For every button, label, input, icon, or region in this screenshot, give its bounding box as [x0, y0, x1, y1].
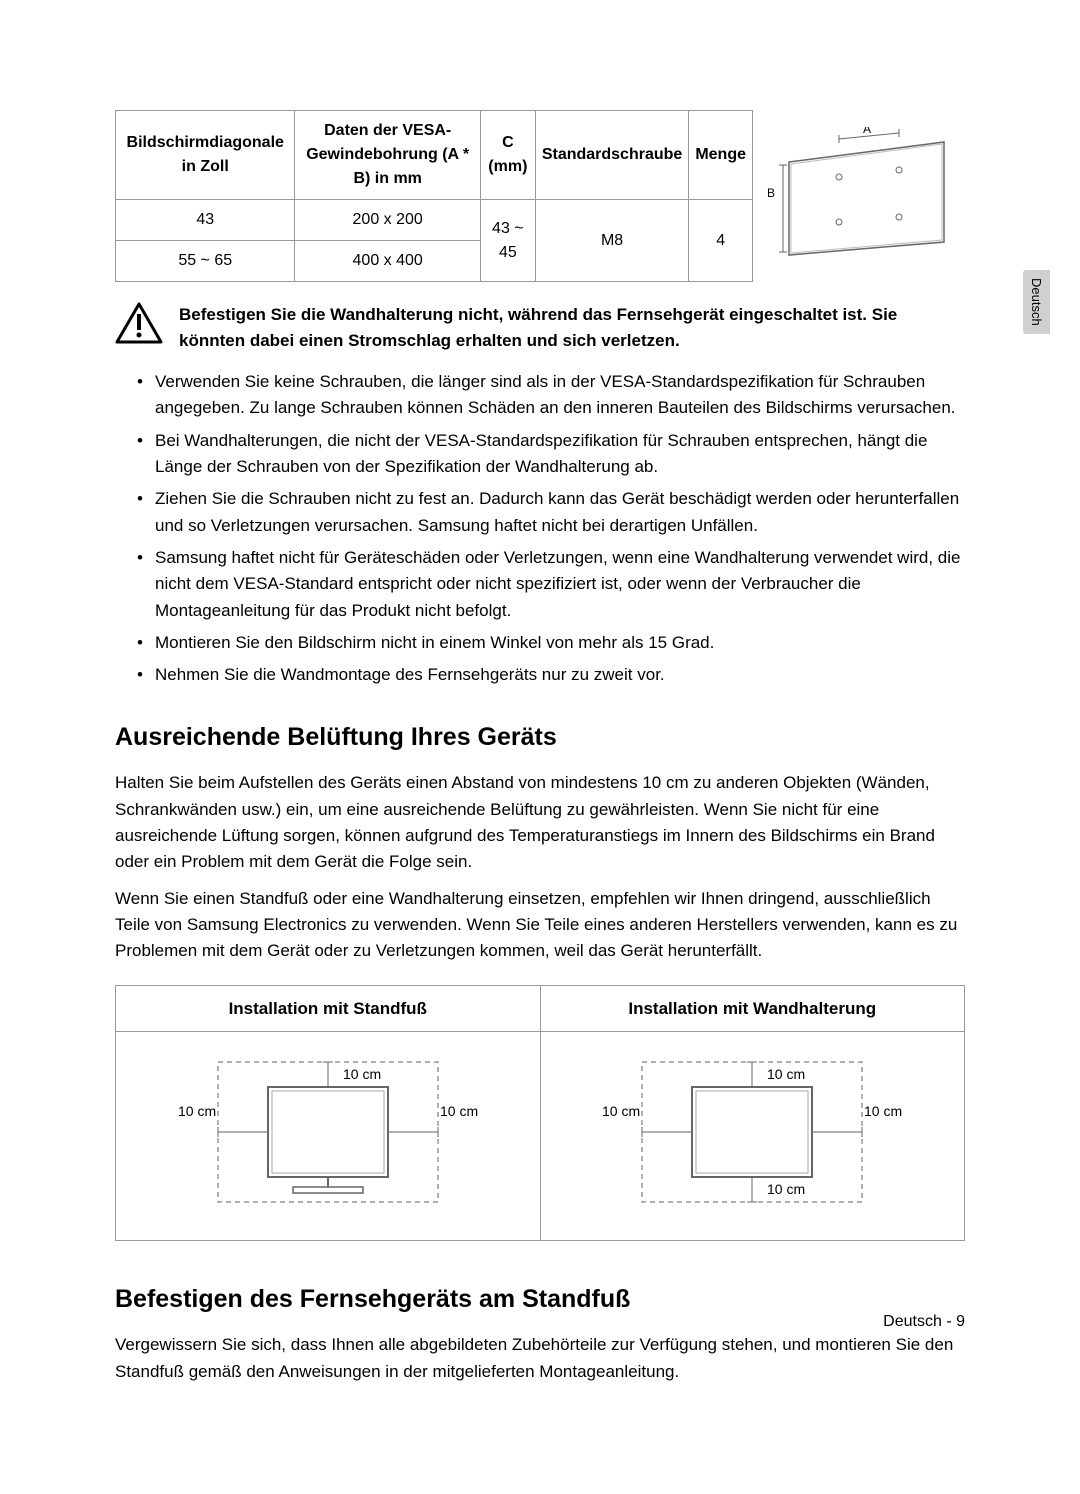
svg-text:10 cm: 10 cm [178, 1103, 216, 1119]
th-vesa: Daten der VESA-Gewindebohrung (A * B) in… [295, 111, 480, 200]
td-qty: 4 [689, 200, 753, 282]
list-item: Montieren Sie den Bildschirm nicht in ei… [137, 630, 965, 656]
footer-page: 9 [956, 1313, 965, 1330]
svg-text:10 cm: 10 cm [864, 1103, 902, 1119]
svg-text:10 cm: 10 cm [440, 1103, 478, 1119]
td-diag-0: 43 [116, 200, 295, 241]
footer-lang: Deutsch [883, 1313, 942, 1330]
language-tab: Deutsch [1023, 270, 1051, 334]
vesa-diagram-cell: A B [753, 111, 966, 282]
td-vesa-1: 400 x 400 [295, 241, 480, 282]
vesa-mount-diagram: A B [759, 127, 959, 257]
diagram-label-b: B [767, 186, 775, 200]
list-item: Verwenden Sie keine Schrauben, die länge… [137, 369, 965, 422]
standfuss-clearance-diagram: 10 cm 10 cm 10 cm [178, 1052, 478, 1212]
wallmount-clearance-diagram: 10 cm 10 cm 10 cm 10 cm [602, 1052, 902, 1212]
install-th-stand: Installation mit Standfuß [116, 985, 541, 1032]
install-th-wall: Installation mit Wandhalterung [540, 985, 965, 1032]
ventilation-heading: Ausreichende Belüftung Ihres Geräts [115, 719, 965, 757]
diagram-label-a: A [863, 127, 871, 136]
ventilation-para-2: Wenn Sie einen Standfuß oder eine Wandha… [115, 886, 965, 965]
page-footer: Deutsch - 9 [883, 1310, 965, 1334]
th-qty: Menge [689, 111, 753, 200]
svg-text:10 cm: 10 cm [767, 1066, 805, 1082]
td-diag-1: 55 ~ 65 [116, 241, 295, 282]
svg-text:10 cm: 10 cm [602, 1103, 640, 1119]
list-item: Nehmen Sie die Wandmontage des Fernsehge… [137, 662, 965, 688]
td-vesa-0: 200 x 200 [295, 200, 480, 241]
list-item: Bei Wandhalterungen, die nicht der VESA-… [137, 428, 965, 481]
svg-text:10 cm: 10 cm [343, 1066, 381, 1082]
list-item: Ziehen Sie die Schrauben nicht zu fest a… [137, 486, 965, 539]
footer-sep: - [942, 1313, 956, 1330]
install-wall-diagram-cell: 10 cm 10 cm 10 cm 10 cm [540, 1032, 965, 1241]
warning-block: Befestigen Sie die Wandhalterung nicht, … [115, 302, 965, 353]
install-stand-diagram-cell: 10 cm 10 cm 10 cm [116, 1032, 541, 1241]
th-diagonal: Bildschirmdiagonale in Zoll [116, 111, 295, 200]
th-c: C (mm) [480, 111, 535, 200]
page-content: Bildschirmdiagonale in Zoll Daten der VE… [0, 0, 1080, 1455]
warning-text: Befestigen Sie die Wandhalterung nicht, … [179, 302, 965, 353]
installation-table: Installation mit Standfuß Installation m… [115, 985, 965, 1241]
td-c: 43 ~ 45 [480, 200, 535, 282]
vesa-spec-table: Bildschirmdiagonale in Zoll Daten der VE… [115, 110, 965, 282]
stand-heading: Befestigen des Fernsehgeräts am Standfuß [115, 1281, 965, 1319]
warning-triangle-icon [115, 302, 163, 344]
td-screw: M8 [535, 200, 688, 282]
svg-text:10 cm: 10 cm [767, 1181, 805, 1197]
list-item: Samsung haftet nicht für Geräteschäden o… [137, 545, 965, 624]
th-screw: Standardschraube [535, 111, 688, 200]
stand-para: Vergewissern Sie sich, dass Ihnen alle a… [115, 1332, 965, 1385]
safety-bullet-list: Verwenden Sie keine Schrauben, die länge… [115, 369, 965, 689]
ventilation-para-1: Halten Sie beim Aufstellen des Geräts ei… [115, 770, 965, 875]
